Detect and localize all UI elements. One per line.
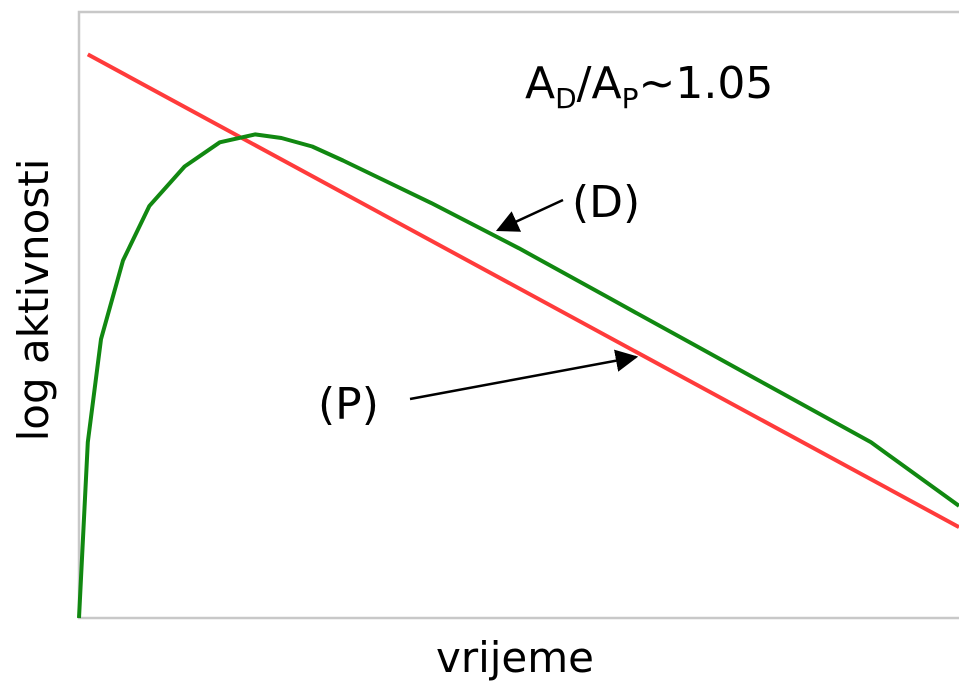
ratio-sub-2: P xyxy=(622,82,639,115)
ratio-slash: / xyxy=(577,58,592,109)
series-label-parent: (P) xyxy=(318,379,379,430)
y-axis-label: log aktivnosti xyxy=(9,159,58,442)
ratio-sub-1: D xyxy=(555,82,577,115)
x-axis-label: vrijeme xyxy=(436,633,594,682)
ratio-annotation: AD/AP~1.05 xyxy=(525,58,773,115)
series-line-parent xyxy=(86,52,959,529)
ratio-base-2: A xyxy=(592,58,622,109)
arrow-parent xyxy=(409,349,639,401)
series-line-daughter xyxy=(77,132,959,619)
plot-frame xyxy=(77,10,959,620)
series-label-daughter: (D) xyxy=(572,177,640,228)
ratio-base-1: A xyxy=(525,58,555,109)
ratio-tail: ~1.05 xyxy=(639,58,774,109)
arrow-daughter xyxy=(495,198,564,232)
